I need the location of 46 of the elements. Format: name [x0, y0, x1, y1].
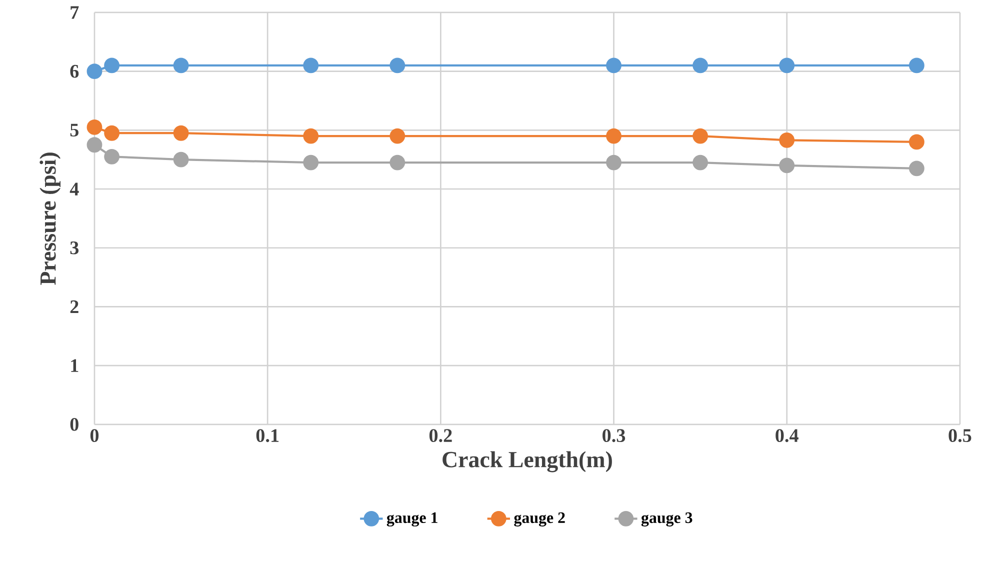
legend-label: gauge 3 [641, 512, 692, 526]
y-tick-label: 0 [70, 418, 78, 431]
point [606, 58, 622, 74]
point [86, 64, 102, 80]
x-tick-label: 0.1 [256, 429, 279, 442]
x-tick-label: 0.5 [948, 429, 972, 442]
point [390, 154, 406, 170]
y-tick-label: 4 [70, 182, 79, 196]
point [779, 158, 795, 174]
point [390, 58, 406, 74]
point [173, 125, 189, 141]
point [173, 152, 189, 168]
x-tick-label: 0 [90, 429, 99, 442]
x-tick-label: 0.2 [429, 429, 452, 442]
y-tick-label: 2 [70, 300, 78, 314]
point [779, 132, 795, 148]
legend-label: gauge 2 [514, 512, 565, 526]
point [303, 128, 319, 144]
x-axis-title: Crack Length(m) [442, 451, 612, 472]
y-tick-label: 5 [70, 124, 78, 137]
point [779, 58, 795, 74]
point [908, 160, 924, 176]
point [908, 134, 924, 150]
point [303, 58, 319, 74]
point [104, 58, 120, 74]
y-tick-label: 6 [70, 64, 79, 78]
y-tick-label: 1 [71, 359, 78, 372]
point [390, 128, 406, 144]
point [173, 58, 189, 74]
point [692, 58, 708, 74]
point [303, 154, 319, 170]
y-tick-label: 3 [70, 241, 79, 254]
y-tick-label: 7 [70, 6, 79, 19]
legend-label: gauge 1 [386, 512, 438, 526]
point [104, 125, 120, 141]
point [104, 148, 120, 164]
point [692, 128, 708, 144]
y-axis-title: Pressure (psi) [40, 152, 60, 285]
point [86, 137, 102, 153]
point [606, 128, 622, 144]
x-tick-label: 0.3 [602, 429, 626, 442]
point [692, 154, 708, 170]
point [86, 120, 102, 135]
x-tick-label: 0.4 [776, 429, 798, 442]
point [908, 58, 924, 74]
point [606, 154, 622, 170]
